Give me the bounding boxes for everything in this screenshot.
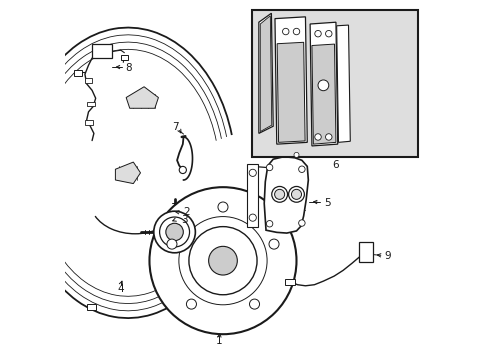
Circle shape	[186, 299, 196, 309]
Polygon shape	[48, 272, 57, 278]
Circle shape	[249, 299, 259, 309]
Circle shape	[282, 28, 288, 35]
Polygon shape	[126, 87, 158, 108]
Bar	[284, 279, 295, 285]
Polygon shape	[264, 157, 308, 233]
Polygon shape	[247, 164, 258, 226]
Bar	[359, 242, 372, 262]
Circle shape	[271, 186, 287, 202]
Bar	[84, 78, 92, 83]
Text: 9: 9	[384, 251, 390, 261]
Circle shape	[298, 220, 305, 226]
Circle shape	[266, 164, 272, 171]
Polygon shape	[274, 17, 306, 144]
Polygon shape	[87, 304, 96, 310]
Circle shape	[291, 189, 301, 199]
Polygon shape	[115, 162, 140, 184]
Circle shape	[288, 186, 304, 202]
Polygon shape	[258, 13, 273, 134]
Text: 2: 2	[183, 207, 190, 217]
Bar	[85, 121, 93, 125]
Text: 6: 6	[332, 160, 339, 170]
Circle shape	[165, 223, 183, 241]
Circle shape	[249, 214, 256, 221]
Bar	[92, 44, 112, 58]
Circle shape	[166, 239, 177, 249]
Bar	[87, 102, 95, 107]
Circle shape	[317, 80, 328, 91]
Polygon shape	[311, 44, 335, 144]
Text: 7: 7	[172, 122, 179, 132]
Circle shape	[188, 226, 257, 295]
Text: 4: 4	[117, 284, 124, 294]
Circle shape	[266, 221, 272, 227]
Polygon shape	[277, 42, 305, 142]
Circle shape	[298, 166, 305, 172]
Polygon shape	[24, 219, 33, 225]
Circle shape	[293, 28, 299, 35]
Polygon shape	[336, 25, 349, 142]
Circle shape	[314, 134, 321, 140]
Polygon shape	[260, 16, 271, 132]
Circle shape	[153, 211, 195, 253]
Circle shape	[159, 217, 189, 247]
Bar	[251, 10, 418, 157]
Circle shape	[274, 189, 284, 199]
Text: 5: 5	[324, 198, 330, 208]
Text: 3: 3	[181, 215, 187, 225]
Circle shape	[293, 152, 298, 157]
Circle shape	[249, 169, 256, 176]
Circle shape	[325, 134, 331, 140]
Polygon shape	[309, 22, 337, 146]
Bar	[74, 70, 82, 76]
Circle shape	[149, 187, 296, 334]
Circle shape	[325, 31, 331, 37]
Bar	[121, 55, 128, 59]
Circle shape	[268, 239, 279, 249]
Circle shape	[208, 246, 237, 275]
Text: 8: 8	[125, 63, 132, 73]
Text: 1: 1	[216, 336, 222, 346]
Circle shape	[218, 202, 227, 212]
Circle shape	[314, 31, 321, 37]
Circle shape	[179, 166, 186, 174]
